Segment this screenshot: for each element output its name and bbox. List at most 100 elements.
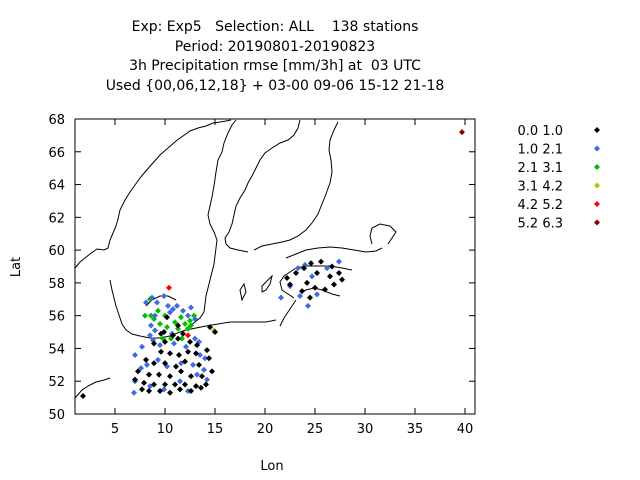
station-marker bbox=[180, 330, 186, 337]
station-marker bbox=[204, 376, 210, 383]
station-marker bbox=[202, 355, 208, 362]
station-marker bbox=[314, 270, 320, 277]
station-marker bbox=[135, 368, 141, 375]
station-marker bbox=[158, 330, 164, 337]
legend-marker bbox=[594, 145, 600, 152]
station-marker bbox=[154, 299, 160, 306]
station-marker bbox=[322, 286, 328, 293]
station-marker bbox=[158, 348, 164, 355]
station-marker bbox=[196, 361, 202, 368]
coastline-norway-sweden bbox=[74, 119, 237, 329]
legend-label: 5.2 6.3 bbox=[518, 217, 563, 232]
chart-title: Exp: Exp5 Selection: ALL 138 stations Pe… bbox=[0, 18, 550, 96]
station-marker bbox=[175, 322, 181, 329]
y-tick-label: 60 bbox=[48, 244, 65, 259]
station-marker bbox=[198, 384, 204, 391]
station-marker bbox=[152, 312, 158, 319]
title-line-4: Used {00,06,12,18} + 03-00 09-06 15-12 2… bbox=[105, 77, 445, 94]
station-marker bbox=[314, 291, 320, 298]
legend-label: 3.1 4.2 bbox=[518, 180, 563, 195]
station-marker bbox=[155, 307, 161, 314]
y-tick-label: 64 bbox=[48, 179, 65, 194]
y-axis-ticks: 50 52 54 56 58 60 62 64 66 68 bbox=[48, 113, 475, 423]
coastline-finland-gulf bbox=[285, 223, 397, 259]
coastline-poland bbox=[185, 319, 277, 331]
station-marker bbox=[185, 312, 191, 319]
x-axis-label: Lon bbox=[260, 459, 283, 474]
station-marker bbox=[312, 284, 318, 291]
station-marker bbox=[157, 388, 163, 395]
legend-marker bbox=[594, 127, 600, 133]
y-tick-label: 50 bbox=[48, 408, 65, 423]
station-marker bbox=[193, 383, 199, 390]
station-marker bbox=[151, 381, 157, 388]
coastline bbox=[74, 119, 397, 399]
station-marker bbox=[194, 371, 200, 378]
station-marker bbox=[146, 388, 152, 395]
station-marker bbox=[299, 288, 305, 295]
station-marker bbox=[172, 381, 178, 388]
station-marker bbox=[147, 332, 153, 339]
legend-label: 0.0 1.0 bbox=[518, 124, 563, 139]
station-marker bbox=[201, 366, 207, 373]
station-marker bbox=[308, 260, 314, 267]
y-tick-label: 68 bbox=[48, 113, 65, 128]
station-marker bbox=[171, 340, 177, 347]
station-marker bbox=[185, 332, 191, 339]
plot-border bbox=[74, 118, 476, 415]
coastline-gotland bbox=[261, 274, 273, 293]
x-tick-label: 35 bbox=[407, 422, 424, 437]
station-marker bbox=[206, 355, 212, 362]
station-marker bbox=[80, 392, 86, 399]
station-marker bbox=[167, 373, 173, 380]
station-marker bbox=[209, 368, 215, 375]
legend-label: 4.2 5.2 bbox=[518, 198, 563, 213]
station-marker bbox=[175, 325, 181, 332]
station-marker bbox=[156, 371, 162, 378]
station-marker bbox=[278, 294, 284, 301]
station-marker bbox=[177, 386, 183, 393]
station-marker bbox=[151, 340, 157, 347]
station-marker bbox=[141, 379, 147, 386]
station-marker bbox=[192, 335, 198, 342]
title-line-3: 3h Precipitation rmse [mm/3h] at 03 UTC bbox=[129, 58, 421, 74]
station-marker bbox=[148, 312, 154, 319]
station-marker bbox=[204, 347, 210, 354]
station-marker bbox=[139, 343, 145, 350]
station-marker bbox=[183, 343, 189, 350]
station-marker bbox=[192, 315, 198, 322]
legend-marker bbox=[594, 201, 600, 207]
station-marker bbox=[336, 270, 342, 277]
station-marker bbox=[327, 273, 333, 280]
station-marker bbox=[188, 304, 194, 311]
station-marker bbox=[187, 338, 193, 345]
station-marker bbox=[287, 281, 293, 288]
x-tick-label: 40 bbox=[457, 422, 474, 437]
station-marker bbox=[207, 324, 213, 331]
station-marker bbox=[185, 348, 191, 355]
station-marker bbox=[336, 258, 342, 265]
station-marker bbox=[165, 302, 171, 309]
station-marker bbox=[143, 299, 149, 306]
x-axis-ticks: 5 10 15 20 25 30 35 40 bbox=[111, 119, 473, 437]
y-tick-label: 56 bbox=[48, 310, 65, 325]
station-marker bbox=[131, 389, 137, 396]
station-marker bbox=[329, 263, 335, 270]
x-tick-label: 30 bbox=[357, 422, 374, 437]
station-marker bbox=[180, 307, 186, 314]
station-marker bbox=[167, 309, 173, 316]
station-marker bbox=[148, 322, 154, 329]
station-marker bbox=[175, 335, 181, 342]
station-marker bbox=[142, 312, 148, 319]
station-marker bbox=[193, 350, 199, 357]
y-tick-label: 52 bbox=[48, 375, 65, 390]
station-marker bbox=[324, 265, 330, 272]
station-marker bbox=[162, 360, 168, 367]
station-marker bbox=[188, 373, 194, 380]
station-marker bbox=[203, 381, 209, 388]
station-marker bbox=[170, 332, 176, 339]
legend-marker bbox=[594, 219, 600, 226]
y-tick-label: 66 bbox=[48, 146, 65, 161]
legend-marker bbox=[594, 164, 600, 170]
